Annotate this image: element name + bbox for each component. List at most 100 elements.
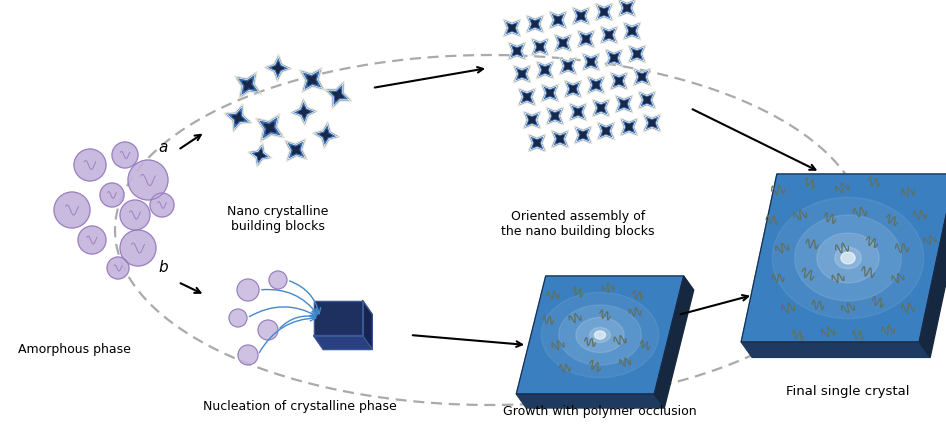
Polygon shape: [550, 11, 567, 29]
Polygon shape: [233, 112, 244, 124]
Ellipse shape: [772, 197, 923, 319]
Circle shape: [74, 149, 106, 181]
Polygon shape: [589, 78, 603, 92]
Polygon shape: [332, 89, 343, 101]
Polygon shape: [224, 104, 253, 132]
Polygon shape: [610, 55, 618, 62]
Polygon shape: [595, 3, 613, 21]
Polygon shape: [518, 88, 535, 106]
Text: Growth with polymer occlusion: Growth with polymer occlusion: [503, 405, 697, 418]
Polygon shape: [543, 86, 557, 100]
Polygon shape: [237, 74, 259, 96]
Polygon shape: [515, 67, 529, 81]
Polygon shape: [615, 95, 633, 113]
Polygon shape: [648, 119, 656, 127]
Polygon shape: [505, 21, 519, 35]
Polygon shape: [551, 13, 565, 27]
Polygon shape: [741, 342, 930, 358]
Polygon shape: [523, 111, 541, 129]
Polygon shape: [556, 135, 564, 143]
Polygon shape: [599, 124, 613, 138]
Polygon shape: [299, 106, 309, 118]
Polygon shape: [625, 24, 639, 38]
Polygon shape: [625, 123, 633, 131]
Polygon shape: [267, 57, 289, 79]
Polygon shape: [612, 74, 626, 88]
Polygon shape: [529, 117, 535, 123]
Polygon shape: [630, 47, 644, 61]
Polygon shape: [584, 55, 598, 69]
Polygon shape: [574, 9, 588, 23]
Polygon shape: [616, 77, 622, 84]
Polygon shape: [582, 53, 600, 71]
Polygon shape: [536, 61, 553, 79]
Circle shape: [120, 230, 156, 266]
Circle shape: [112, 142, 138, 168]
Polygon shape: [327, 84, 349, 106]
Polygon shape: [645, 116, 659, 130]
Polygon shape: [607, 51, 622, 65]
Polygon shape: [621, 118, 638, 136]
Polygon shape: [569, 103, 587, 121]
Polygon shape: [594, 101, 608, 115]
Polygon shape: [548, 109, 562, 123]
Polygon shape: [513, 65, 531, 83]
Polygon shape: [635, 70, 649, 84]
Polygon shape: [534, 139, 540, 147]
Polygon shape: [552, 113, 558, 119]
Polygon shape: [559, 57, 577, 75]
Polygon shape: [528, 17, 542, 31]
Polygon shape: [251, 145, 270, 165]
Polygon shape: [561, 59, 575, 73]
Polygon shape: [530, 136, 544, 150]
Polygon shape: [580, 131, 587, 139]
Polygon shape: [598, 105, 604, 112]
Ellipse shape: [576, 317, 624, 353]
Ellipse shape: [816, 233, 879, 283]
Polygon shape: [285, 139, 307, 161]
Polygon shape: [639, 93, 654, 107]
Polygon shape: [287, 141, 306, 159]
Polygon shape: [605, 49, 622, 67]
Polygon shape: [264, 122, 275, 134]
Polygon shape: [264, 54, 291, 82]
Polygon shape: [552, 130, 569, 148]
Polygon shape: [587, 76, 604, 94]
Polygon shape: [572, 7, 590, 25]
Circle shape: [258, 320, 278, 340]
Ellipse shape: [795, 215, 902, 301]
Polygon shape: [592, 99, 610, 117]
Polygon shape: [623, 22, 640, 40]
Polygon shape: [618, 0, 636, 17]
Text: a: a: [158, 140, 167, 155]
Circle shape: [54, 192, 90, 228]
Polygon shape: [643, 114, 661, 132]
Polygon shape: [242, 80, 254, 90]
Circle shape: [120, 200, 150, 230]
Polygon shape: [258, 117, 282, 139]
Polygon shape: [583, 35, 589, 42]
Polygon shape: [255, 150, 265, 160]
Polygon shape: [639, 91, 656, 109]
Polygon shape: [579, 32, 593, 46]
Polygon shape: [559, 39, 567, 46]
Polygon shape: [920, 174, 946, 358]
Polygon shape: [602, 28, 616, 42]
Polygon shape: [547, 89, 553, 97]
Polygon shape: [313, 336, 373, 350]
Polygon shape: [300, 67, 324, 93]
Polygon shape: [610, 72, 628, 90]
Polygon shape: [517, 276, 684, 394]
Polygon shape: [312, 122, 340, 148]
Polygon shape: [523, 93, 531, 101]
Polygon shape: [528, 134, 546, 152]
Polygon shape: [321, 130, 331, 140]
Polygon shape: [362, 300, 373, 350]
Polygon shape: [605, 31, 613, 38]
Polygon shape: [227, 107, 250, 129]
Polygon shape: [592, 81, 600, 89]
Polygon shape: [510, 44, 524, 58]
Polygon shape: [643, 97, 651, 104]
Text: Nano crystalline
building blocks: Nano crystalline building blocks: [227, 205, 328, 233]
Text: Nucleation of crystalline phase: Nucleation of crystalline phase: [203, 400, 397, 413]
